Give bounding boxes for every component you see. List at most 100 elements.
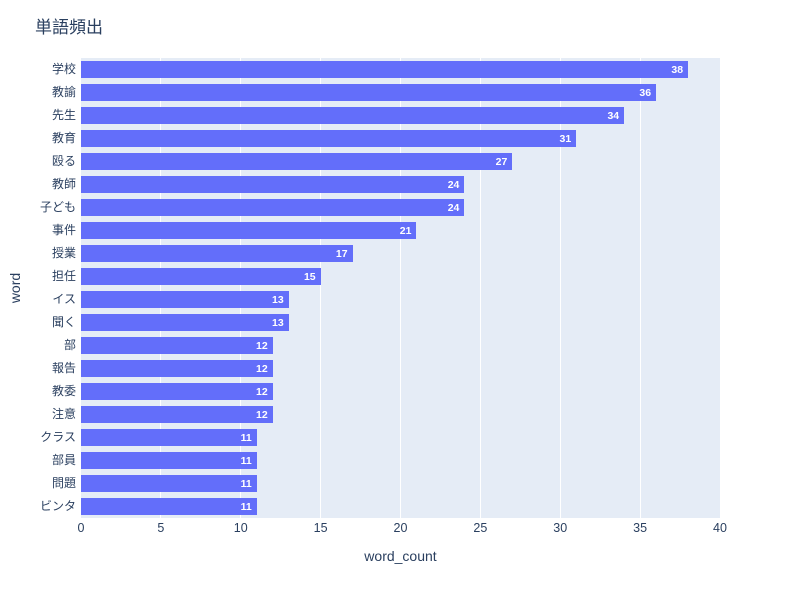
- bar-value-label: 12: [256, 408, 268, 421]
- bar[interactable]: 11: [81, 429, 257, 446]
- y-tick-label: 部: [63, 338, 76, 352]
- y-tick-label: 殴る: [51, 154, 76, 168]
- x-tick-label: 30: [553, 521, 568, 535]
- gridline: [400, 58, 401, 518]
- chart-title: 単語頻出: [35, 18, 103, 37]
- bar[interactable]: 13: [81, 291, 289, 308]
- y-tick-label: 先生: [51, 108, 76, 122]
- bar-row: 11: [81, 429, 720, 446]
- bar[interactable]: 34: [81, 107, 625, 124]
- bar-row: 17: [81, 245, 720, 262]
- y-tick-label: 問題: [51, 476, 76, 490]
- bar[interactable]: 11: [81, 475, 257, 492]
- bar-value-label: 11: [240, 431, 252, 444]
- y-tick-label: 学校: [51, 62, 76, 76]
- y-tick-label: 教師: [51, 177, 76, 191]
- bar[interactable]: 12: [81, 406, 273, 423]
- bar-row: 15: [81, 268, 720, 285]
- bar-row: 34: [81, 107, 720, 124]
- y-axis-title: word: [7, 272, 23, 304]
- x-tick-label: 10: [233, 521, 248, 535]
- bar-value-label: 11: [240, 454, 252, 467]
- y-tick-label: クラス: [40, 430, 76, 444]
- bar[interactable]: 36: [81, 84, 657, 101]
- bar-value-label: 17: [335, 247, 348, 260]
- y-tick-label: 教育: [51, 131, 76, 145]
- plot-area[interactable]: 38 36 34 31 27 24 24 21 17 15 13 13 12 12 12 12 11 11 11 11: [81, 58, 721, 518]
- x-tick-label: 40: [713, 521, 727, 535]
- bar-row: 13: [81, 314, 720, 331]
- bar[interactable]: 38: [81, 61, 689, 78]
- bar-row: 24: [81, 199, 720, 216]
- bar-value-label: 13: [271, 293, 284, 306]
- x-tick-label: 35: [633, 521, 648, 535]
- bar[interactable]: 12: [81, 360, 273, 377]
- y-tick-label: 部員: [51, 453, 76, 467]
- y-tick-label: 報告: [51, 361, 76, 375]
- bar-value-label: 31: [559, 132, 572, 145]
- bar-row: 13: [81, 291, 720, 308]
- x-tick-label: 20: [393, 521, 408, 535]
- x-axis-title: word_count: [364, 548, 437, 564]
- x-tick-label: 5: [157, 521, 165, 535]
- gridline: [479, 58, 481, 518]
- y-tick-label: 事件: [51, 223, 76, 237]
- gridline: [559, 58, 561, 518]
- bar[interactable]: 21: [81, 222, 417, 239]
- gridline: [320, 58, 322, 518]
- bar-row: 12: [81, 360, 720, 377]
- bar-row: 27: [81, 153, 720, 170]
- bar-row: 31: [81, 130, 720, 147]
- gridline: [240, 58, 242, 518]
- bar-value-label: 12: [256, 362, 268, 375]
- bar-row: 24: [81, 176, 720, 193]
- y-tick-label: 授業: [51, 246, 76, 260]
- bar[interactable]: 17: [81, 245, 353, 262]
- y-tick-label: 教諭: [51, 85, 76, 99]
- bar-row: 11: [81, 498, 720, 515]
- x-tick-label: 15: [313, 521, 328, 535]
- y-tick-label: 担任: [51, 269, 76, 283]
- bar-value-label: 11: [240, 477, 252, 490]
- bar-value-label: 24: [447, 178, 460, 191]
- bar-value-label: 36: [639, 86, 652, 99]
- bar-value-label: 38: [671, 63, 684, 76]
- bar-row: 36: [81, 84, 720, 101]
- bar[interactable]: 12: [81, 383, 273, 400]
- gridline: [639, 58, 641, 518]
- bar-value-label: 12: [256, 339, 268, 352]
- bar-value-label: 15: [303, 270, 316, 283]
- y-tick-label: イス: [52, 292, 76, 306]
- y-tick-label: ビンタ: [39, 499, 76, 513]
- bar-value-label: 11: [240, 500, 252, 513]
- bar[interactable]: 27: [81, 153, 513, 170]
- bar-row: 11: [81, 475, 720, 492]
- bar[interactable]: 24: [81, 176, 465, 193]
- gridline: [719, 58, 721, 518]
- y-tick-label: 注意: [51, 407, 76, 421]
- bar[interactable]: 11: [81, 498, 257, 515]
- bar-row: 12: [81, 406, 720, 423]
- y-tick-label: 子ども: [39, 200, 76, 214]
- bar[interactable]: 13: [81, 314, 289, 331]
- gridline: [160, 58, 162, 518]
- x-tick-label: 25: [473, 521, 488, 535]
- bar[interactable]: 12: [81, 337, 273, 354]
- bar-value-label: 21: [399, 224, 412, 237]
- x-tick-label: 0: [77, 521, 85, 535]
- y-tick-label: 教委: [51, 384, 76, 398]
- bar-value-label: 12: [256, 385, 268, 398]
- bar[interactable]: 24: [81, 199, 465, 216]
- bar[interactable]: 11: [81, 452, 257, 469]
- bar-row: 21: [81, 222, 720, 239]
- bar[interactable]: 15: [81, 268, 321, 285]
- bar-value-label: 27: [495, 155, 508, 168]
- bar-value-label: 34: [607, 109, 620, 122]
- y-tick-label: 聞く: [51, 315, 76, 329]
- bar[interactable]: 31: [81, 130, 577, 147]
- bar-row: 38: [81, 61, 720, 78]
- bar-value-label: 24: [447, 201, 460, 214]
- bar-value-label: 13: [271, 316, 284, 329]
- bar-row: 12: [81, 337, 720, 354]
